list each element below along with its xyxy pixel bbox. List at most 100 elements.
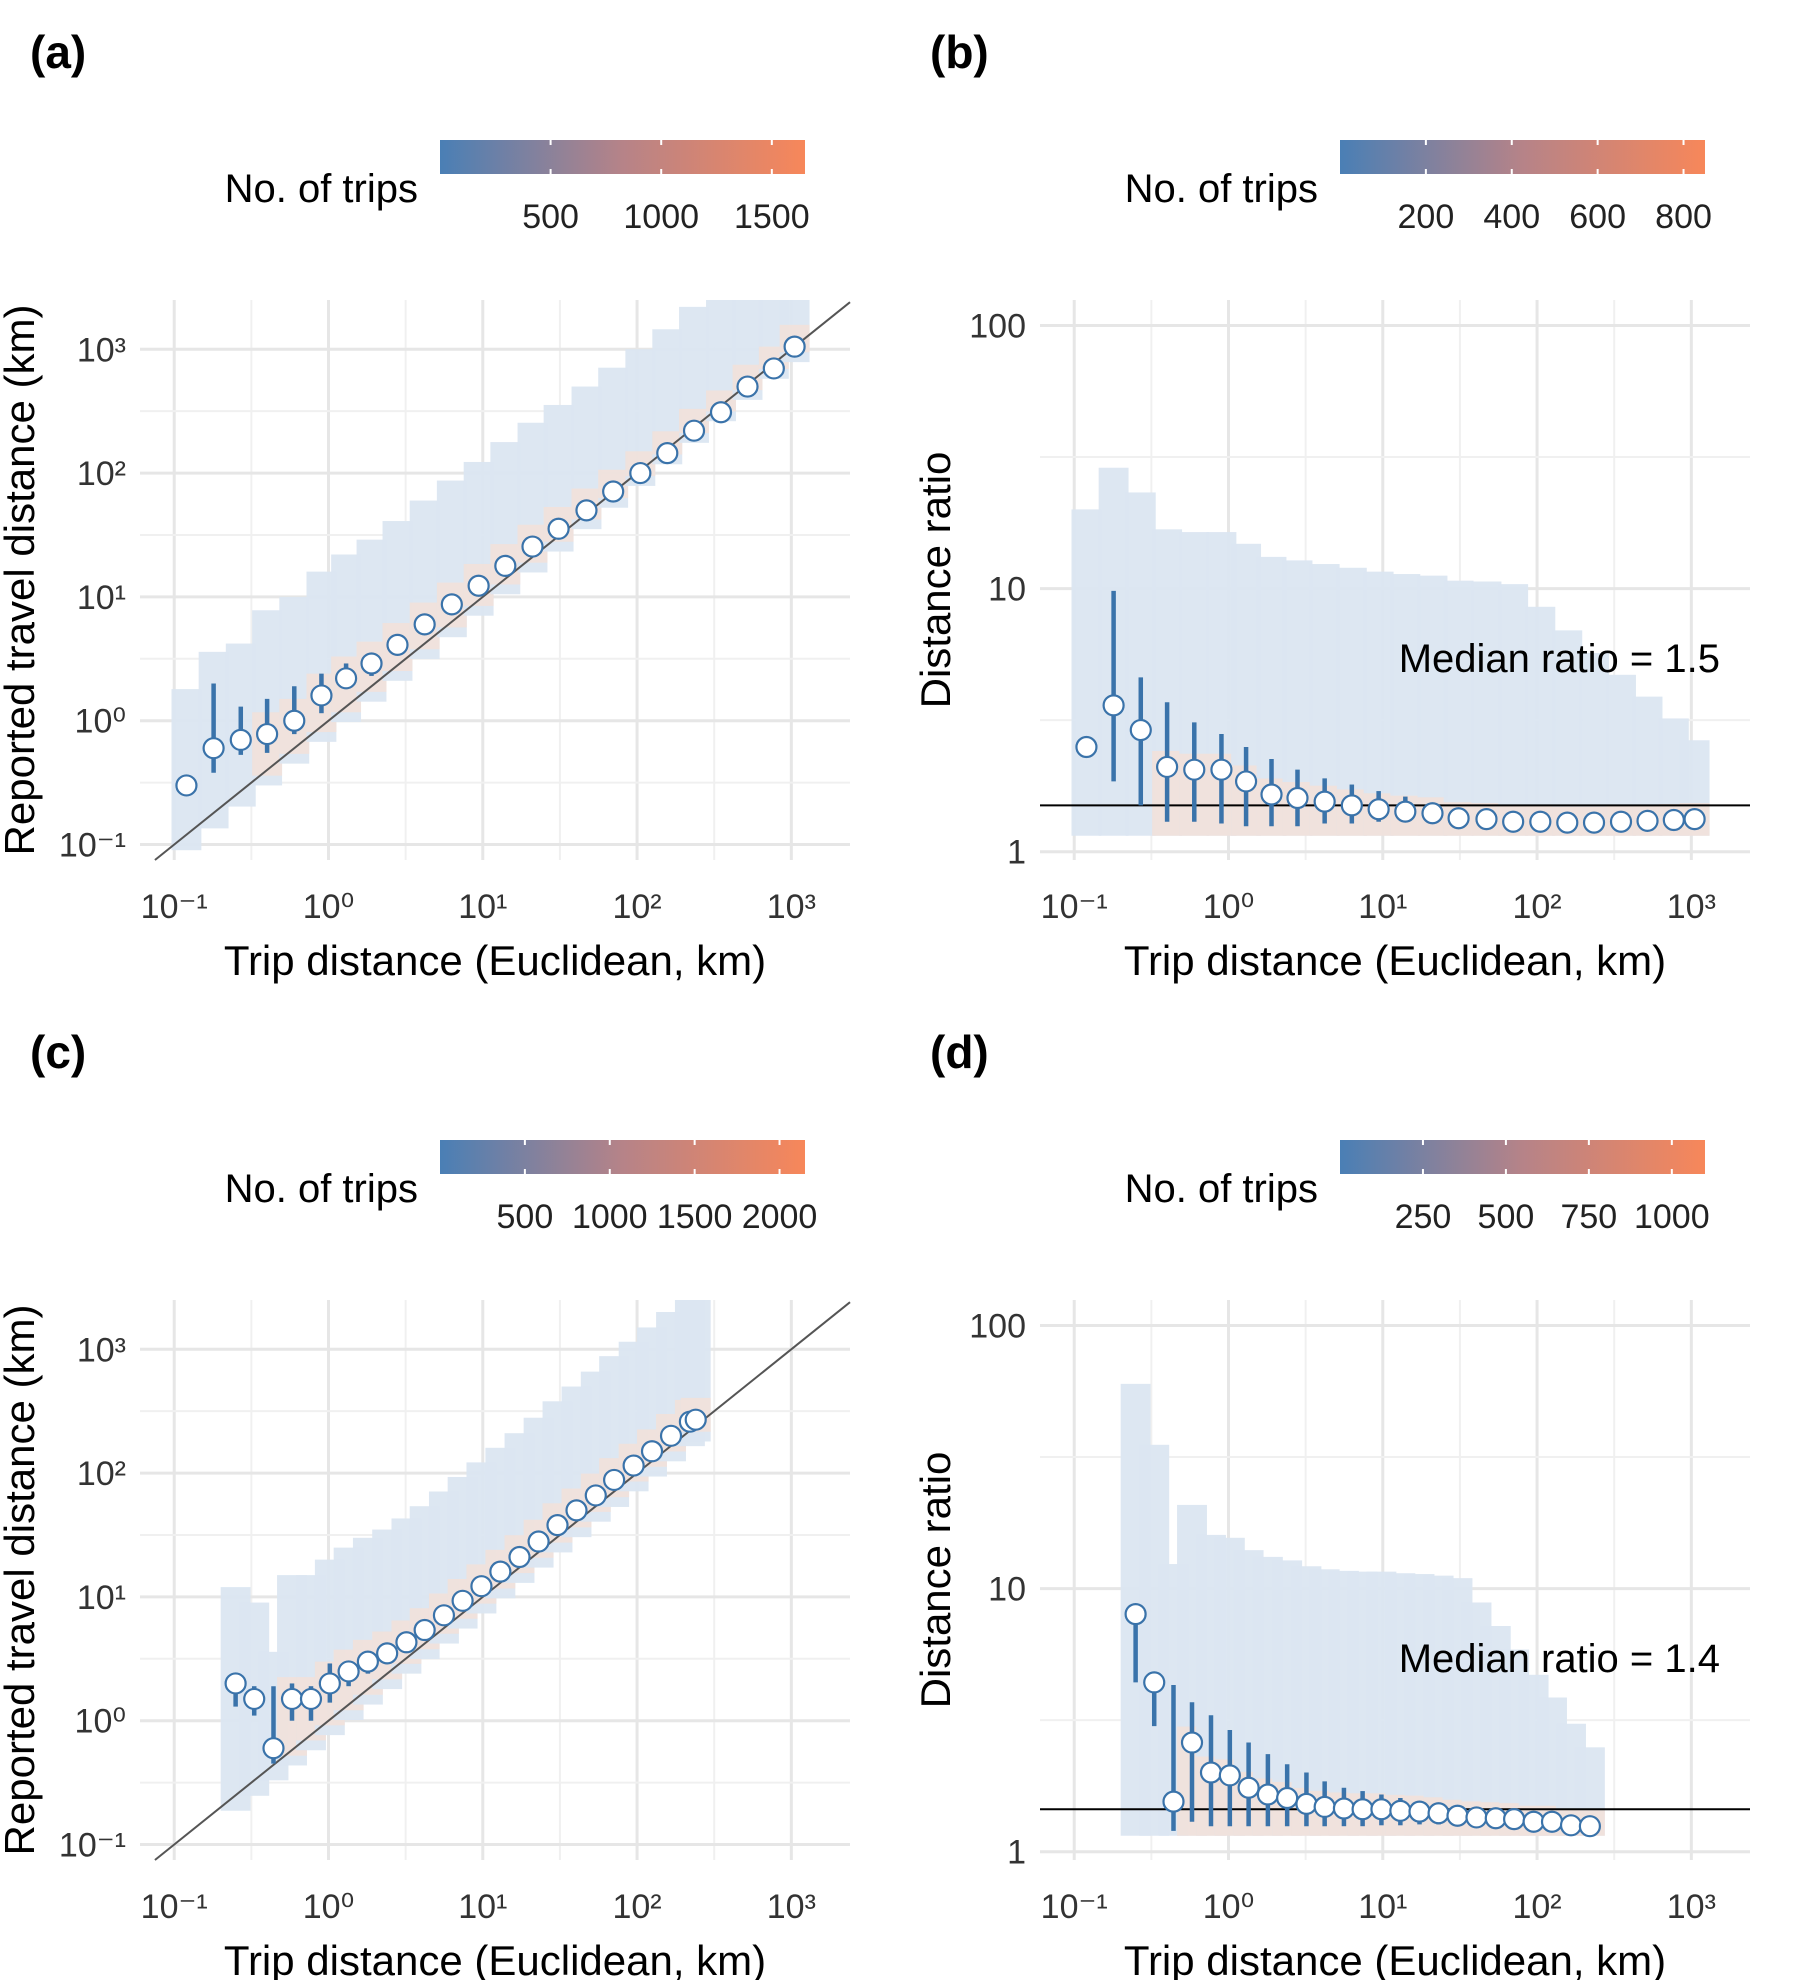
y-tick-label: 10¹ — [77, 1579, 126, 1617]
data-points — [1075, 694, 1706, 834]
data-point — [1556, 811, 1579, 834]
x-tick-label: 10⁰ — [303, 1888, 354, 1926]
y-tick-label: 10 — [988, 1571, 1026, 1609]
data-point — [299, 1687, 323, 1711]
data-point — [1260, 783, 1283, 806]
y-tick-label: 10 — [988, 571, 1026, 609]
panel-label: (d) — [930, 1026, 989, 1078]
data-point — [1124, 1603, 1147, 1626]
data-point — [659, 1424, 683, 1447]
panel-a: (a) No. of trips 500 1000 1500 10⁻¹ 10⁰ 10¹ 10² 1… — [0, 26, 851, 984]
legend-title: No. of trips — [1125, 167, 1318, 211]
data-point — [736, 375, 759, 398]
x-tick-label: 10³ — [1667, 1888, 1716, 1926]
legend-tick-label: 750 — [1560, 1198, 1617, 1236]
data-point — [1559, 1814, 1583, 1837]
data-point — [175, 774, 198, 797]
legend-colorbar — [1340, 140, 1705, 174]
data-point — [1295, 1792, 1318, 1815]
x-tick-label: 10⁻¹ — [141, 888, 208, 926]
data-point — [395, 1631, 418, 1654]
data-point — [413, 1618, 436, 1642]
x-tick-label: 10⁰ — [1203, 1888, 1254, 1926]
x-tick-label: 10⁻¹ — [1041, 1888, 1108, 1926]
data-point — [310, 684, 333, 707]
data-point — [1522, 1810, 1545, 1833]
y-tick-label: 10⁻¹ — [59, 827, 126, 865]
data-point — [629, 461, 652, 485]
data-point — [1313, 1795, 1336, 1819]
legend-colorbar — [1340, 1140, 1705, 1174]
data-point — [1394, 800, 1417, 823]
data-point — [1199, 1761, 1223, 1784]
data-point — [262, 1737, 285, 1760]
legend-tick-label: 1500 — [734, 198, 810, 236]
x-tick-label: 10⁰ — [1203, 888, 1254, 926]
plot-area — [1040, 300, 1750, 860]
legend-tick-label: 250 — [1395, 1198, 1452, 1236]
data-point — [1578, 1815, 1601, 1838]
data-point — [783, 335, 806, 358]
data-point — [1180, 1731, 1204, 1754]
y-tick-label: 1 — [1007, 834, 1026, 872]
data-point — [386, 633, 409, 656]
data-point — [1129, 718, 1152, 742]
legend-title: No. of trips — [225, 167, 418, 211]
data-point — [684, 1408, 707, 1431]
data-point — [1502, 810, 1525, 833]
panel-d: (d) No. of trips 250 500 750 1000 Median ratio… — [912, 1026, 1750, 1984]
density-cell — [171, 689, 202, 851]
data-point — [243, 1687, 266, 1711]
x-tick-label: 10³ — [1667, 888, 1716, 926]
data-point — [334, 667, 358, 690]
x-tick-label: 10² — [1512, 1888, 1561, 1926]
y-axis-label: Distance ratio — [912, 1452, 959, 1709]
data-point — [1286, 786, 1309, 810]
data-point — [451, 1589, 474, 1612]
data-point — [1683, 808, 1706, 831]
data-point — [640, 1440, 664, 1463]
data-point — [508, 1545, 531, 1569]
data-point — [489, 1560, 512, 1583]
data-point — [494, 554, 517, 577]
data-point — [1503, 1808, 1526, 1831]
data-points — [1124, 1603, 1601, 1838]
legend-tick-label: 500 — [522, 198, 579, 236]
y-axis-label: Distance ratio — [912, 452, 959, 709]
data-point — [1446, 1804, 1469, 1827]
data-point — [360, 652, 383, 675]
data-point — [682, 419, 706, 442]
legend-colorbar — [440, 140, 805, 174]
data-point — [622, 1454, 645, 1477]
x-tick-label: 10¹ — [458, 1888, 507, 1926]
data-point — [376, 1642, 399, 1665]
y-tick-label: 10² — [77, 1455, 126, 1493]
data-point — [1351, 1798, 1374, 1821]
x-tick-label: 10⁻¹ — [1041, 888, 1108, 926]
data-point — [546, 1514, 569, 1537]
legend-title: No. of trips — [1125, 1167, 1318, 1211]
data-point — [1582, 811, 1606, 834]
x-tick-label: 10² — [1512, 888, 1561, 926]
data-point — [575, 499, 598, 522]
x-tick-label: 10³ — [767, 1888, 816, 1926]
data-point — [1156, 755, 1179, 779]
legend-tick-label: 1000 — [1634, 1198, 1710, 1236]
data-point — [527, 1530, 550, 1553]
x-axis-label: Trip distance (Euclidean, km) — [1124, 937, 1666, 984]
data-point — [656, 442, 679, 465]
data-point — [440, 593, 463, 616]
y-tick-label: 10³ — [77, 1331, 126, 1369]
data-point — [1662, 808, 1685, 832]
data-point — [1143, 1671, 1166, 1694]
x-tick-label: 10¹ — [1358, 888, 1407, 926]
y-axis-label: Reported travel distance (km) — [0, 1305, 43, 1856]
data-point — [1465, 1806, 1488, 1829]
data-point — [565, 1499, 588, 1522]
density-cell — [1471, 581, 1502, 836]
data-point — [1408, 1800, 1431, 1823]
legend-tick-label: 2000 — [742, 1198, 818, 1236]
data-point — [337, 1660, 360, 1683]
data-point — [1332, 1797, 1356, 1820]
